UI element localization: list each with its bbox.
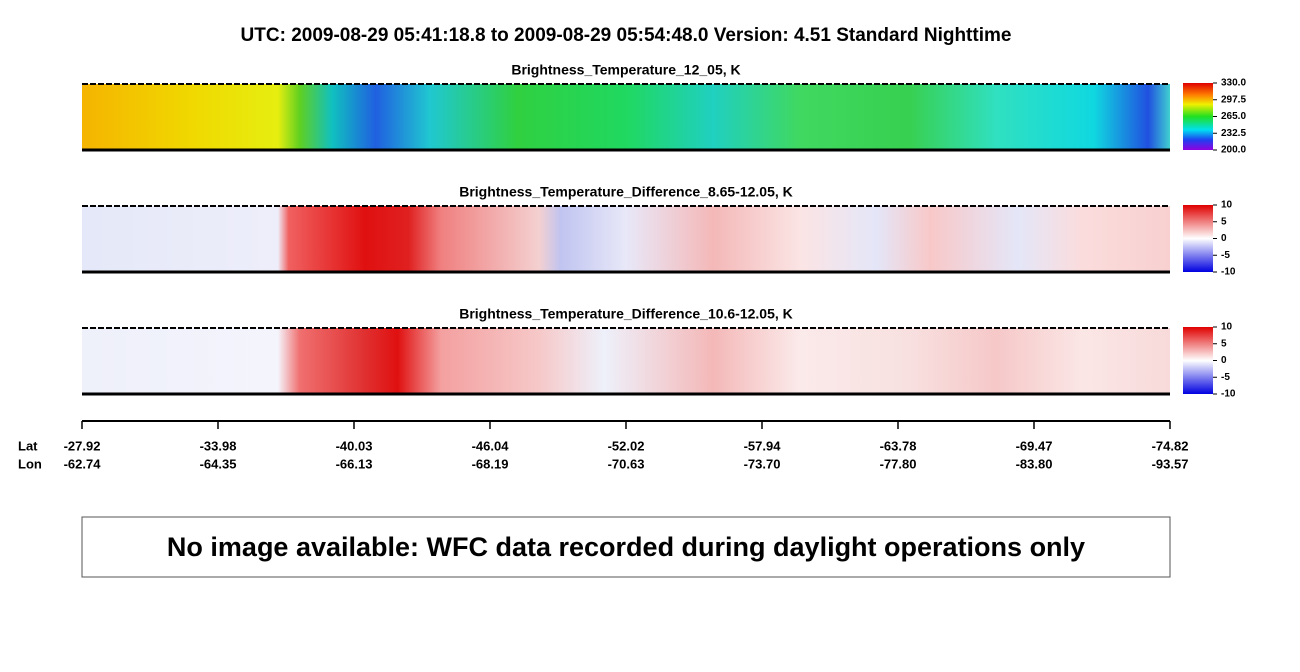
panel-title: Brightness_Temperature_Difference_8.65-1… xyxy=(459,184,793,200)
lon-tick-label: -73.70 xyxy=(744,456,781,471)
panel-title: Brightness_Temperature_12_05, K xyxy=(511,62,740,78)
colorbar-tick-label: 297.5 xyxy=(1221,94,1246,105)
lat-tick-label: -33.98 xyxy=(200,438,237,453)
colorbar-tick-label: 265.0 xyxy=(1221,111,1246,122)
colorbar-tick-label: 232.5 xyxy=(1221,128,1246,139)
lon-tick-label: -64.35 xyxy=(200,456,237,471)
colorbar xyxy=(1183,83,1213,150)
lat-tick-label: -74.82 xyxy=(1152,438,1189,453)
colorbar-tick-label: 330.0 xyxy=(1221,78,1246,89)
colorbar-tick-label: 0 xyxy=(1221,355,1227,366)
lat-tick-label: -27.92 xyxy=(64,438,101,453)
swath-image xyxy=(82,84,1170,150)
colorbar xyxy=(1183,205,1213,272)
lon-tick-label: -70.63 xyxy=(608,456,645,471)
swath-image xyxy=(82,206,1170,272)
lon-tick-label: -93.57 xyxy=(1152,456,1189,471)
lat-tick-label: -46.04 xyxy=(472,438,510,453)
lon-tick-label: -68.19 xyxy=(472,456,509,471)
colorbar-tick-label: 10 xyxy=(1221,322,1233,333)
message-box xyxy=(81,516,1171,578)
colorbar-tick-label: 5 xyxy=(1221,338,1227,349)
colorbar xyxy=(1183,327,1213,394)
lat-tick-label: -57.94 xyxy=(744,438,782,453)
colorbar-tick-label: -5 xyxy=(1221,372,1230,383)
lat-tick-label: -40.03 xyxy=(336,438,373,453)
message: No image available: WFC data recorded du… xyxy=(167,532,1085,562)
colorbar-tick-label: -10 xyxy=(1221,267,1236,278)
lon-tick-label: -66.13 xyxy=(336,456,373,471)
colorbar-tick-label: 0 xyxy=(1221,233,1227,244)
swath-image xyxy=(82,328,1170,394)
lat-tick-label: -63.78 xyxy=(880,438,917,453)
panel-title: Brightness_Temperature_Difference_10.6-1… xyxy=(459,306,793,322)
title: UTC: 2009-08-29 05:41:18.8 to 2009-08-29… xyxy=(241,25,1012,46)
lat-tick-label: -52.02 xyxy=(608,438,645,453)
colorbar-tick-label: 10 xyxy=(1221,200,1233,211)
lat-tick-label: -69.47 xyxy=(1016,438,1053,453)
colorbar-tick-label: -5 xyxy=(1221,250,1230,261)
lon-tick-label: -77.80 xyxy=(880,456,917,471)
lon-tick-label: -83.80 xyxy=(1016,456,1053,471)
colorbar-tick-label: 200.0 xyxy=(1221,145,1246,156)
colorbar-tick-label: 5 xyxy=(1221,216,1227,227)
colorbar-tick-label: -10 xyxy=(1221,389,1236,400)
lat-label: Lat xyxy=(18,438,38,453)
lon-tick-label: -62.74 xyxy=(64,456,102,471)
lon-label: Lon xyxy=(18,456,42,471)
